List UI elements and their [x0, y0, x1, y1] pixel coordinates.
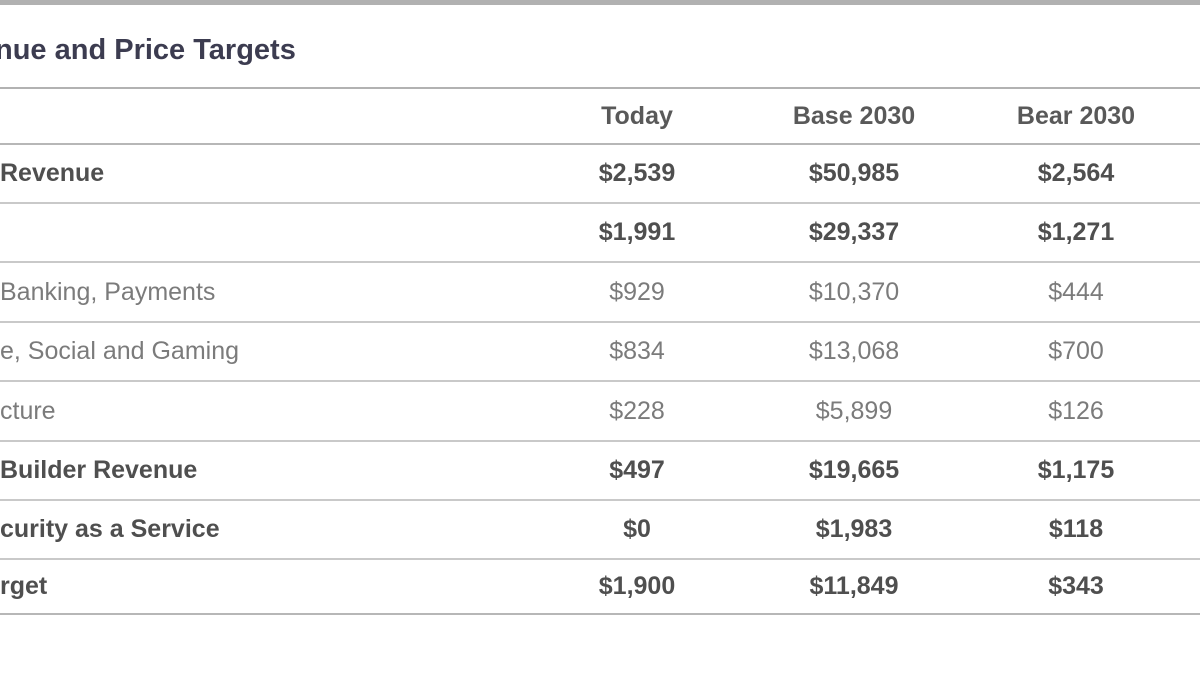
column-header-blank	[0, 88, 518, 145]
cell-base-2030: $11,849	[809, 572, 899, 600]
table-row-infrastructure: cture $228 $5,899 $126	[0, 381, 1200, 442]
cell-today: $2,539	[518, 144, 756, 204]
row-label: Builder Revenue	[0, 441, 518, 501]
page-title: nue and Price Targets	[0, 34, 296, 66]
cell-bear-2030: $1,271	[952, 203, 1200, 263]
cell-bear-2030: $700	[952, 322, 1200, 382]
cell-bear-2030: $1,175	[952, 441, 1200, 501]
column-header-today: Today	[518, 88, 756, 145]
revenue-price-targets-table: Today Base 2030 Bear 2030 Revenue $2,539…	[0, 87, 1200, 615]
table-header-row: Today Base 2030 Bear 2030	[0, 88, 1200, 145]
cell-bear-2030: $118	[952, 500, 1200, 560]
cell-today: $1,900	[598, 572, 676, 600]
cell-base-2030: $29,337	[756, 203, 952, 263]
row-label: Revenue	[0, 144, 518, 204]
cell-base-2030: $10,370	[756, 262, 952, 323]
cell-today: $228	[518, 381, 756, 442]
cell-base-2030: $19,665	[756, 441, 952, 501]
cell-base-2030: $5,899	[756, 381, 952, 442]
row-label: e, Social and Gaming	[0, 322, 518, 382]
cell-bear-2030: $2,564	[952, 144, 1200, 204]
table-row-builder-revenue: Builder Revenue $497 $19,665 $1,175	[0, 441, 1200, 501]
cell-bear-2030: $444	[952, 262, 1200, 323]
row-label	[0, 203, 518, 263]
table-row-revenue: Revenue $2,539 $50,985 $2,564	[0, 144, 1200, 204]
table-row-price-target: rget $1,900 $11,849 $343	[0, 559, 1200, 614]
cell-base-2030: $50,985	[756, 144, 952, 204]
cell-base-2030: $13,068	[756, 322, 952, 382]
row-label: cture	[0, 381, 518, 442]
cell-base-2030: $1,983	[756, 500, 952, 560]
cell-today: $1,991	[518, 203, 756, 263]
table-row-social-gaming: e, Social and Gaming $834 $13,068 $700	[0, 322, 1200, 382]
top-divider-bar	[0, 0, 1200, 5]
table-row-unlabeled: $1,991 $29,337 $1,271	[0, 203, 1200, 263]
table-row-security-as-a-service: curity as a Service $0 $1,983 $118	[0, 500, 1200, 560]
cell-today: $834	[518, 322, 756, 382]
row-label: curity as a Service	[0, 500, 518, 560]
cell-today: $0	[518, 500, 756, 560]
row-label: rget	[0, 572, 48, 600]
cell-bear-2030: $343	[1048, 572, 1104, 600]
column-header-bear-2030: Bear 2030	[952, 88, 1200, 145]
cell-bear-2030: $126	[952, 381, 1200, 442]
cell-today: $929	[518, 262, 756, 323]
column-header-base-2030: Base 2030	[756, 88, 952, 145]
row-label: Banking, Payments	[0, 262, 518, 323]
cell-today: $497	[518, 441, 756, 501]
table-row-banking-payments: Banking, Payments $929 $10,370 $444	[0, 262, 1200, 323]
